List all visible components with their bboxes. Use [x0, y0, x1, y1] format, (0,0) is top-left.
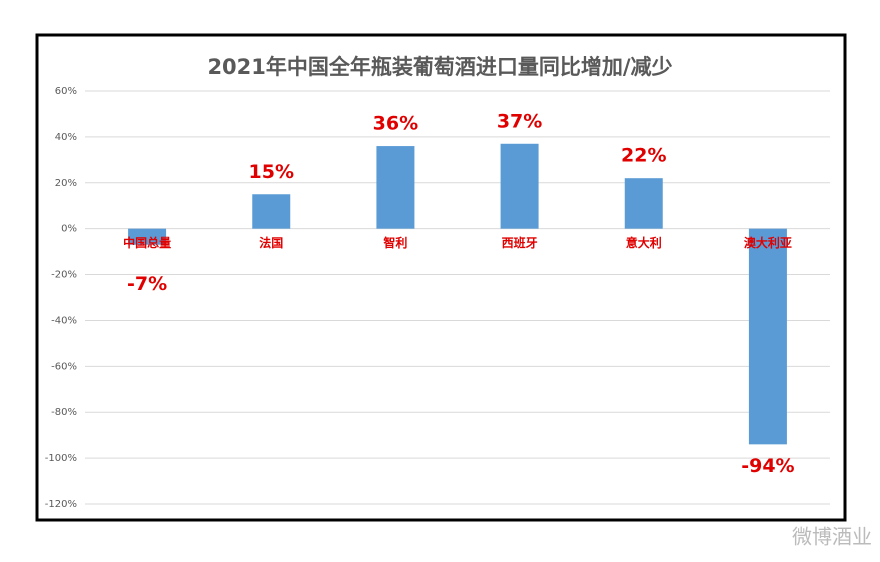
chart-frame — [35, 33, 847, 522]
bar — [624, 178, 663, 229]
y-tick-label: -40% — [51, 315, 77, 326]
y-tick-label: 20% — [55, 178, 77, 189]
bar — [376, 146, 415, 229]
y-tick-label: -100% — [45, 453, 77, 464]
y-tick-label: 0% — [61, 224, 77, 235]
watermark: 微博酒业 — [792, 525, 872, 549]
bar — [500, 143, 539, 229]
x-tick-label: 意大利 — [626, 235, 662, 250]
y-tick-label: -80% — [51, 407, 77, 418]
bar — [252, 194, 291, 229]
data-label: 15% — [249, 161, 294, 183]
x-tick-label: 中国总量 — [123, 235, 171, 250]
x-tick-label: 澳大利亚 — [744, 235, 792, 250]
x-tick-label: 智利 — [382, 235, 407, 250]
x-tick-label: 法国 — [259, 235, 283, 250]
y-tick-label: -20% — [51, 270, 77, 281]
x-tick-label: 西班牙 — [502, 235, 538, 250]
data-label: 22% — [621, 145, 666, 167]
bar — [128, 228, 167, 245]
y-tick-label: 60% — [55, 86, 77, 97]
bar — [748, 228, 787, 445]
data-label: -7% — [127, 273, 167, 295]
y-tick-label: 40% — [55, 132, 77, 143]
data-label: 37% — [497, 110, 542, 132]
chart-title: 2021年中国全年瓶装葡萄酒进口量同比增加/减少 — [207, 55, 672, 79]
y-tick-label: -60% — [51, 361, 77, 372]
data-label: 36% — [373, 113, 418, 135]
y-tick-label: -120% — [45, 499, 77, 510]
data-label: -94% — [741, 455, 794, 477]
